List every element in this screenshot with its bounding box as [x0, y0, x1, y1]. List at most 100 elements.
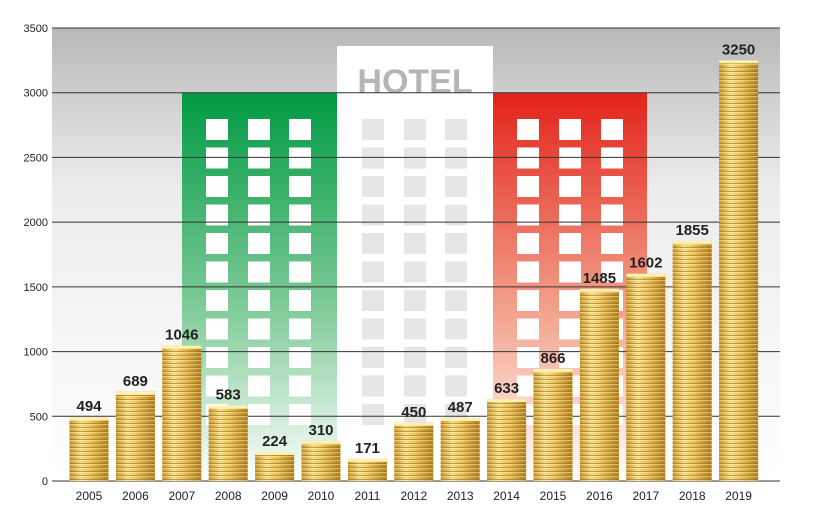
y-tick-label: 2000: [24, 217, 48, 229]
window: [517, 347, 539, 368]
window: [289, 233, 311, 254]
x-tick-label: 2012: [400, 489, 427, 503]
window: [206, 204, 228, 226]
window: [559, 147, 581, 169]
window: [289, 347, 311, 368]
window: [445, 233, 467, 254]
x-tick-label: 2010: [308, 489, 335, 503]
window: [362, 119, 384, 140]
window: [289, 119, 311, 140]
window: [445, 204, 467, 226]
window: [601, 119, 623, 140]
data-label: 487: [448, 399, 473, 416]
bar-coin-texture: [255, 452, 295, 481]
window: [248, 261, 270, 283]
window: [601, 204, 623, 226]
window: [445, 147, 467, 169]
window: [404, 147, 426, 169]
window: [362, 233, 384, 254]
x-tick-label: 2009: [261, 489, 288, 503]
window: [248, 375, 270, 397]
bar-coin-texture: [440, 417, 480, 481]
window: [404, 261, 426, 283]
x-tick-label: 2006: [122, 489, 149, 503]
x-tick-label: 2016: [586, 489, 613, 503]
window: [517, 233, 539, 254]
window: [248, 204, 270, 226]
data-label: 1485: [583, 270, 616, 287]
bar-coin-texture: [115, 391, 155, 481]
data-label: 1855: [676, 222, 709, 239]
window: [362, 347, 384, 368]
data-label: 3250: [722, 41, 755, 58]
window: [404, 318, 426, 340]
window: [445, 261, 467, 283]
bar-top: [69, 417, 109, 421]
bar-top: [579, 288, 619, 292]
window: [206, 233, 228, 254]
y-tick-label: 2500: [24, 152, 48, 164]
window: [559, 347, 581, 368]
bar-coin-texture: [719, 60, 759, 481]
window: [517, 261, 539, 283]
window: [362, 261, 384, 283]
x-tick-label: 2005: [76, 489, 103, 503]
window: [206, 261, 228, 283]
bar-top: [719, 60, 759, 64]
data-label: 689: [123, 373, 148, 390]
window: [248, 318, 270, 340]
bars: 494 689 1046 583 224 310 171 450 487 633 866 1485 16…: [69, 41, 759, 481]
y-tick-label: 1000: [24, 347, 48, 359]
data-label: 171: [355, 440, 380, 457]
data-label: 583: [216, 387, 241, 404]
y-axis: 0 500 1000 1500 2000 2500 3000 3500: [24, 23, 48, 488]
x-tick-label: 2008: [215, 489, 242, 503]
y-tick-label: 3500: [24, 23, 48, 35]
window: [445, 375, 467, 397]
window: [404, 290, 426, 311]
window: [517, 147, 539, 169]
data-label: 224: [262, 433, 288, 450]
bar-coin-texture: [579, 288, 619, 481]
window: [601, 261, 623, 283]
window: [404, 119, 426, 140]
data-label: 633: [494, 380, 519, 397]
window: [289, 404, 311, 425]
window: [404, 176, 426, 197]
bar-coin-texture: [301, 440, 341, 481]
window: [559, 318, 581, 340]
window: [289, 147, 311, 169]
window: [559, 176, 581, 197]
x-tick-label: 2011: [354, 489, 380, 503]
window: [559, 204, 581, 226]
window: [362, 290, 384, 311]
window: [559, 290, 581, 311]
window: [404, 233, 426, 254]
window: [289, 204, 311, 226]
window: [517, 318, 539, 340]
bar-top: [208, 405, 248, 409]
bar-top: [440, 417, 480, 421]
window: [559, 261, 581, 283]
window: [248, 147, 270, 169]
window: [248, 290, 270, 311]
bar-top: [626, 273, 666, 277]
window: [445, 290, 467, 311]
window: [248, 119, 270, 140]
window: [248, 404, 270, 425]
window: [289, 375, 311, 397]
window: [248, 347, 270, 368]
window: [362, 404, 384, 425]
y-tick-label: 1500: [24, 282, 48, 294]
window: [289, 261, 311, 283]
x-tick-label: 2018: [679, 489, 706, 503]
window: [517, 176, 539, 197]
window: [601, 233, 623, 254]
bar-top: [162, 345, 202, 349]
bar-top: [301, 440, 341, 444]
window: [206, 147, 228, 169]
window: [362, 176, 384, 197]
window: [206, 318, 228, 340]
window: [206, 347, 228, 368]
window: [289, 290, 311, 311]
